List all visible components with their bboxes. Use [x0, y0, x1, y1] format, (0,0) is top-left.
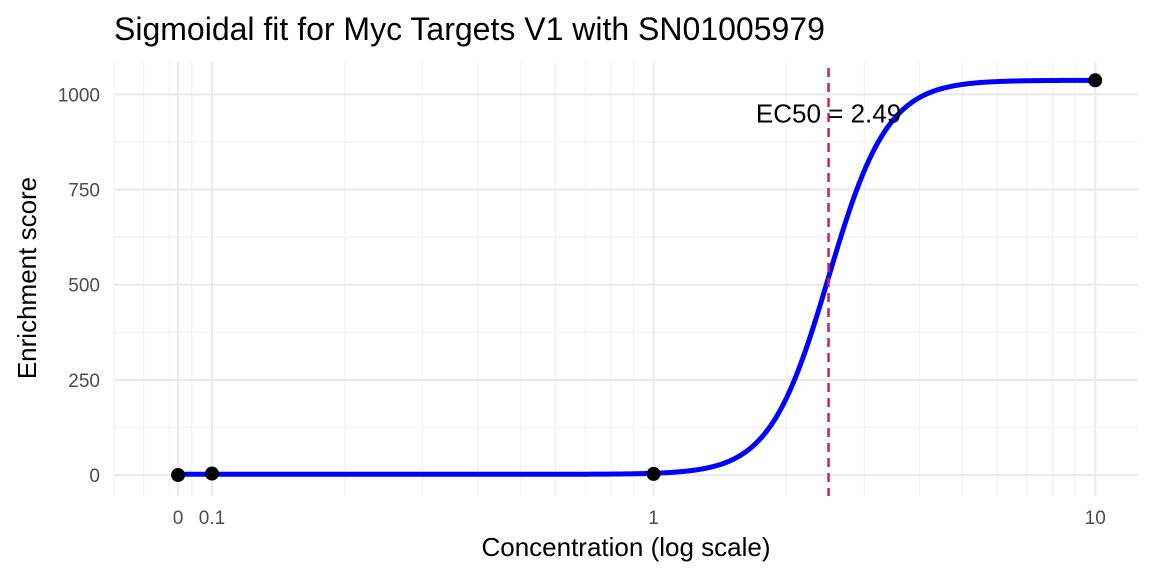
x-axis-title: Concentration (log scale) [481, 532, 770, 562]
y-tick-label: 500 [68, 276, 100, 297]
fit-curve [178, 77, 1096, 477]
grid [113, 62, 1138, 496]
data-point [204, 466, 219, 481]
y-tick-label: 0 [89, 466, 100, 487]
x-tick-label: 10 [1085, 508, 1106, 529]
y-axis-title: Enrichment score [12, 177, 42, 379]
x-tick-label: 1 [648, 508, 659, 529]
chart-title: Sigmoidal fit for Myc Targets V1 with SN… [114, 11, 825, 47]
x-tick-label: 0 [173, 508, 184, 529]
y-tick-label: 1000 [58, 85, 100, 106]
data-point [646, 466, 661, 481]
ec50-annotation: EC50 = 2.49 [756, 98, 901, 128]
x-tick-label: 0.1 [199, 508, 225, 529]
data-point [1088, 73, 1103, 88]
y-tick-label: 750 [68, 181, 100, 202]
y-tick-label: 250 [68, 371, 100, 392]
data-point [171, 468, 186, 483]
tick-labels: 0 250 500 750 1000 0 0.1 1 10 [58, 85, 1106, 529]
plot-marks: EC50 = 2.49 [171, 68, 1103, 496]
